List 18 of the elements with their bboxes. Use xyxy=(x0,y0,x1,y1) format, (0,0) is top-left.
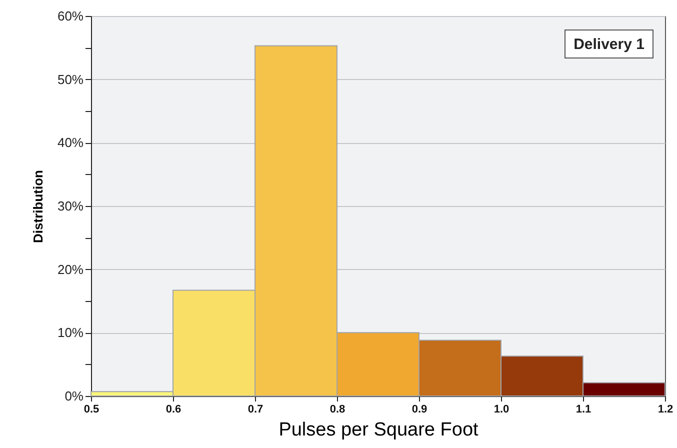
y-tick-label: 30% xyxy=(57,198,84,214)
x-tick-label: 0.8 xyxy=(330,404,346,416)
y-tick-label: 10% xyxy=(57,325,84,340)
x-tick-label: 0.7 xyxy=(248,404,264,416)
y-tick-label: 60% xyxy=(57,8,84,24)
x-tick-label: 0.9 xyxy=(412,404,428,416)
x-tick-label: 1.0 xyxy=(494,404,510,416)
y-tick-label: 40% xyxy=(57,135,84,150)
y-tick-label: 50% xyxy=(57,72,84,87)
x-tick-label: 0.6 xyxy=(166,404,182,416)
annotation: Delivery 1 xyxy=(574,36,644,53)
y-tick-label: 0% xyxy=(64,388,84,404)
y-axis-title: Distribution xyxy=(30,170,46,243)
x-tick-label: 0.5 xyxy=(84,404,100,416)
y-tick-label: 20% xyxy=(57,262,84,277)
x-axis-title: Pulses per Square Foot xyxy=(278,420,480,440)
x-tick-label: 1.1 xyxy=(576,404,592,416)
x-tick-label: 1.2 xyxy=(658,404,674,416)
